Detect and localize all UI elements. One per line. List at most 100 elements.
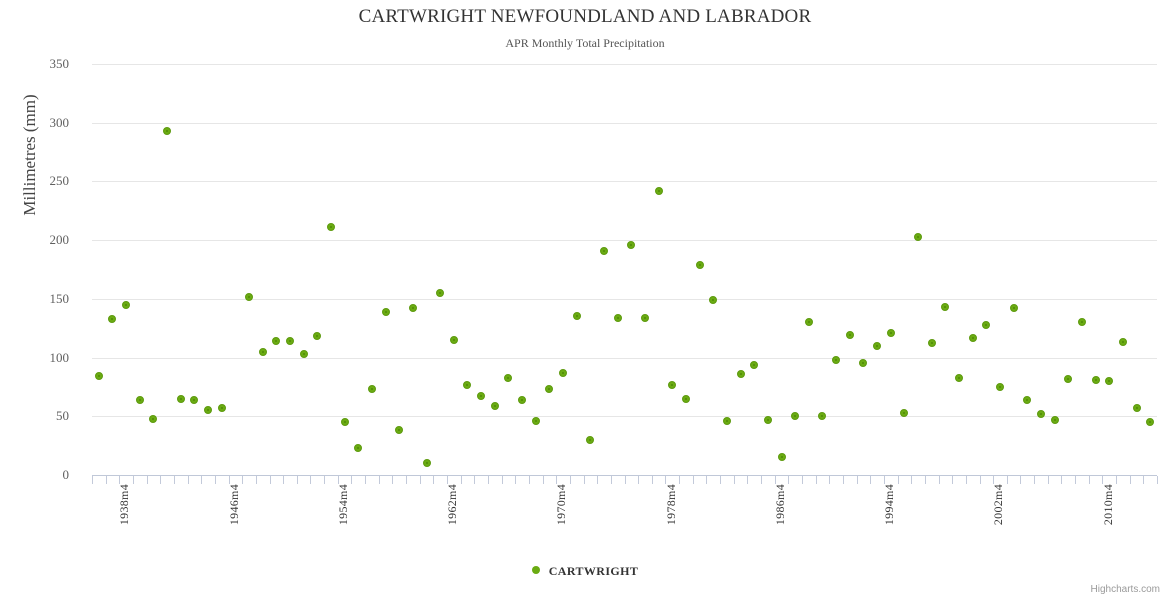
x-axis-tick — [474, 476, 476, 484]
scatter-point[interactable] — [627, 240, 636, 249]
scatter-point[interactable] — [572, 312, 581, 321]
scatter-point[interactable] — [1050, 415, 1059, 424]
scatter-point[interactable] — [190, 395, 199, 404]
x-axis-tick — [419, 476, 421, 484]
scatter-point[interactable] — [668, 380, 677, 389]
x-axis-tick — [283, 476, 285, 484]
scatter-point[interactable] — [1105, 377, 1114, 386]
scatter-point[interactable] — [381, 307, 390, 316]
scatter-point[interactable] — [818, 412, 827, 421]
scatter-point[interactable] — [1036, 409, 1045, 418]
scatter-point[interactable] — [968, 333, 977, 342]
scatter-point[interactable] — [586, 435, 595, 444]
scatter-point[interactable] — [600, 246, 609, 255]
scatter-point[interactable] — [285, 337, 294, 346]
x-axis-tick — [433, 476, 435, 484]
scatter-point[interactable] — [463, 380, 472, 389]
scatter-point[interactable] — [408, 304, 417, 313]
scatter-point[interactable] — [886, 328, 895, 337]
scatter-point[interactable] — [914, 232, 923, 241]
scatter-point[interactable] — [354, 443, 363, 452]
scatter-point[interactable] — [108, 314, 117, 323]
x-axis-tick — [324, 476, 326, 484]
scatter-point[interactable] — [559, 368, 568, 377]
scatter-point[interactable] — [873, 341, 882, 350]
scatter-point[interactable] — [1077, 318, 1086, 327]
scatter-point[interactable] — [217, 404, 226, 413]
scatter-point[interactable] — [518, 395, 527, 404]
scatter-point[interactable] — [1132, 404, 1141, 413]
scatter-point[interactable] — [832, 355, 841, 364]
scatter-point[interactable] — [695, 260, 704, 269]
y-axis-tick-label: 200 — [49, 232, 70, 248]
scatter-point[interactable] — [204, 406, 213, 415]
credits-link[interactable]: Highcharts.com — [1090, 584, 1160, 595]
x-axis-tick — [392, 476, 394, 484]
scatter-point[interactable] — [859, 359, 868, 368]
x-axis-tick — [1047, 476, 1049, 484]
scatter-point[interactable] — [791, 412, 800, 421]
scatter-point[interactable] — [763, 415, 772, 424]
scatter-point[interactable] — [258, 347, 267, 356]
y-gridline — [92, 181, 1157, 183]
scatter-point[interactable] — [122, 300, 131, 309]
scatter-point[interactable] — [135, 395, 144, 404]
x-axis-tick — [173, 476, 175, 484]
scatter-point[interactable] — [490, 401, 499, 410]
x-axis-tick — [487, 476, 489, 484]
scatter-point[interactable] — [395, 426, 404, 435]
scatter-point[interactable] — [941, 303, 950, 312]
scatter-point[interactable] — [736, 370, 745, 378]
scatter-point[interactable] — [436, 288, 445, 297]
x-axis-tick — [1143, 476, 1145, 484]
scatter-point[interactable] — [955, 373, 964, 382]
legend-item-label: CARTWRIGHT — [548, 563, 639, 578]
scatter-point[interactable] — [477, 392, 486, 401]
x-axis-tick — [406, 476, 408, 484]
x-axis-tick — [829, 476, 831, 484]
scatter-point[interactable] — [995, 382, 1004, 391]
scatter-point[interactable] — [900, 408, 909, 417]
scatter-point[interactable] — [163, 126, 172, 135]
x-axis-tick — [351, 476, 353, 484]
scatter-point[interactable] — [545, 385, 554, 394]
scatter-point[interactable] — [449, 335, 458, 344]
scatter-point[interactable] — [750, 360, 759, 369]
legend-marker-icon — [531, 566, 540, 575]
scatter-point[interactable] — [681, 394, 690, 403]
scatter-point[interactable] — [1146, 418, 1155, 427]
scatter-point[interactable] — [1023, 395, 1032, 404]
scatter-point[interactable] — [313, 332, 322, 341]
scatter-point[interactable] — [613, 313, 622, 322]
scatter-point[interactable] — [654, 186, 663, 195]
scatter-point[interactable] — [722, 416, 731, 425]
y-gridline — [92, 122, 1157, 124]
scatter-point[interactable] — [367, 385, 376, 394]
scatter-point[interactable] — [340, 418, 349, 427]
scatter-point[interactable] — [1091, 375, 1100, 384]
scatter-point[interactable] — [149, 414, 158, 423]
scatter-point[interactable] — [245, 292, 254, 301]
x-axis-tick — [569, 476, 571, 484]
scatter-point[interactable] — [982, 320, 991, 329]
scatter-point[interactable] — [1064, 374, 1073, 383]
scatter-point[interactable] — [272, 337, 281, 346]
scatter-point[interactable] — [845, 331, 854, 340]
scatter-point[interactable] — [1118, 338, 1127, 347]
x-axis-tick-label: 1962m4 — [445, 484, 460, 526]
scatter-point[interactable] — [709, 296, 718, 305]
scatter-point[interactable] — [176, 394, 185, 403]
scatter-point[interactable] — [422, 459, 431, 468]
scatter-point[interactable] — [326, 223, 335, 232]
scatter-point[interactable] — [1009, 304, 1018, 313]
legend-item-cartwright[interactable]: CARTWRIGHT — [531, 563, 639, 579]
scatter-point[interactable] — [927, 339, 936, 348]
scatter-point[interactable] — [777, 453, 786, 462]
scatter-point[interactable] — [640, 313, 649, 322]
scatter-point[interactable] — [504, 373, 513, 382]
scatter-point[interactable] — [804, 318, 813, 327]
scatter-point[interactable] — [94, 372, 103, 381]
scatter-point[interactable] — [531, 416, 540, 425]
scatter-point[interactable] — [299, 350, 308, 359]
